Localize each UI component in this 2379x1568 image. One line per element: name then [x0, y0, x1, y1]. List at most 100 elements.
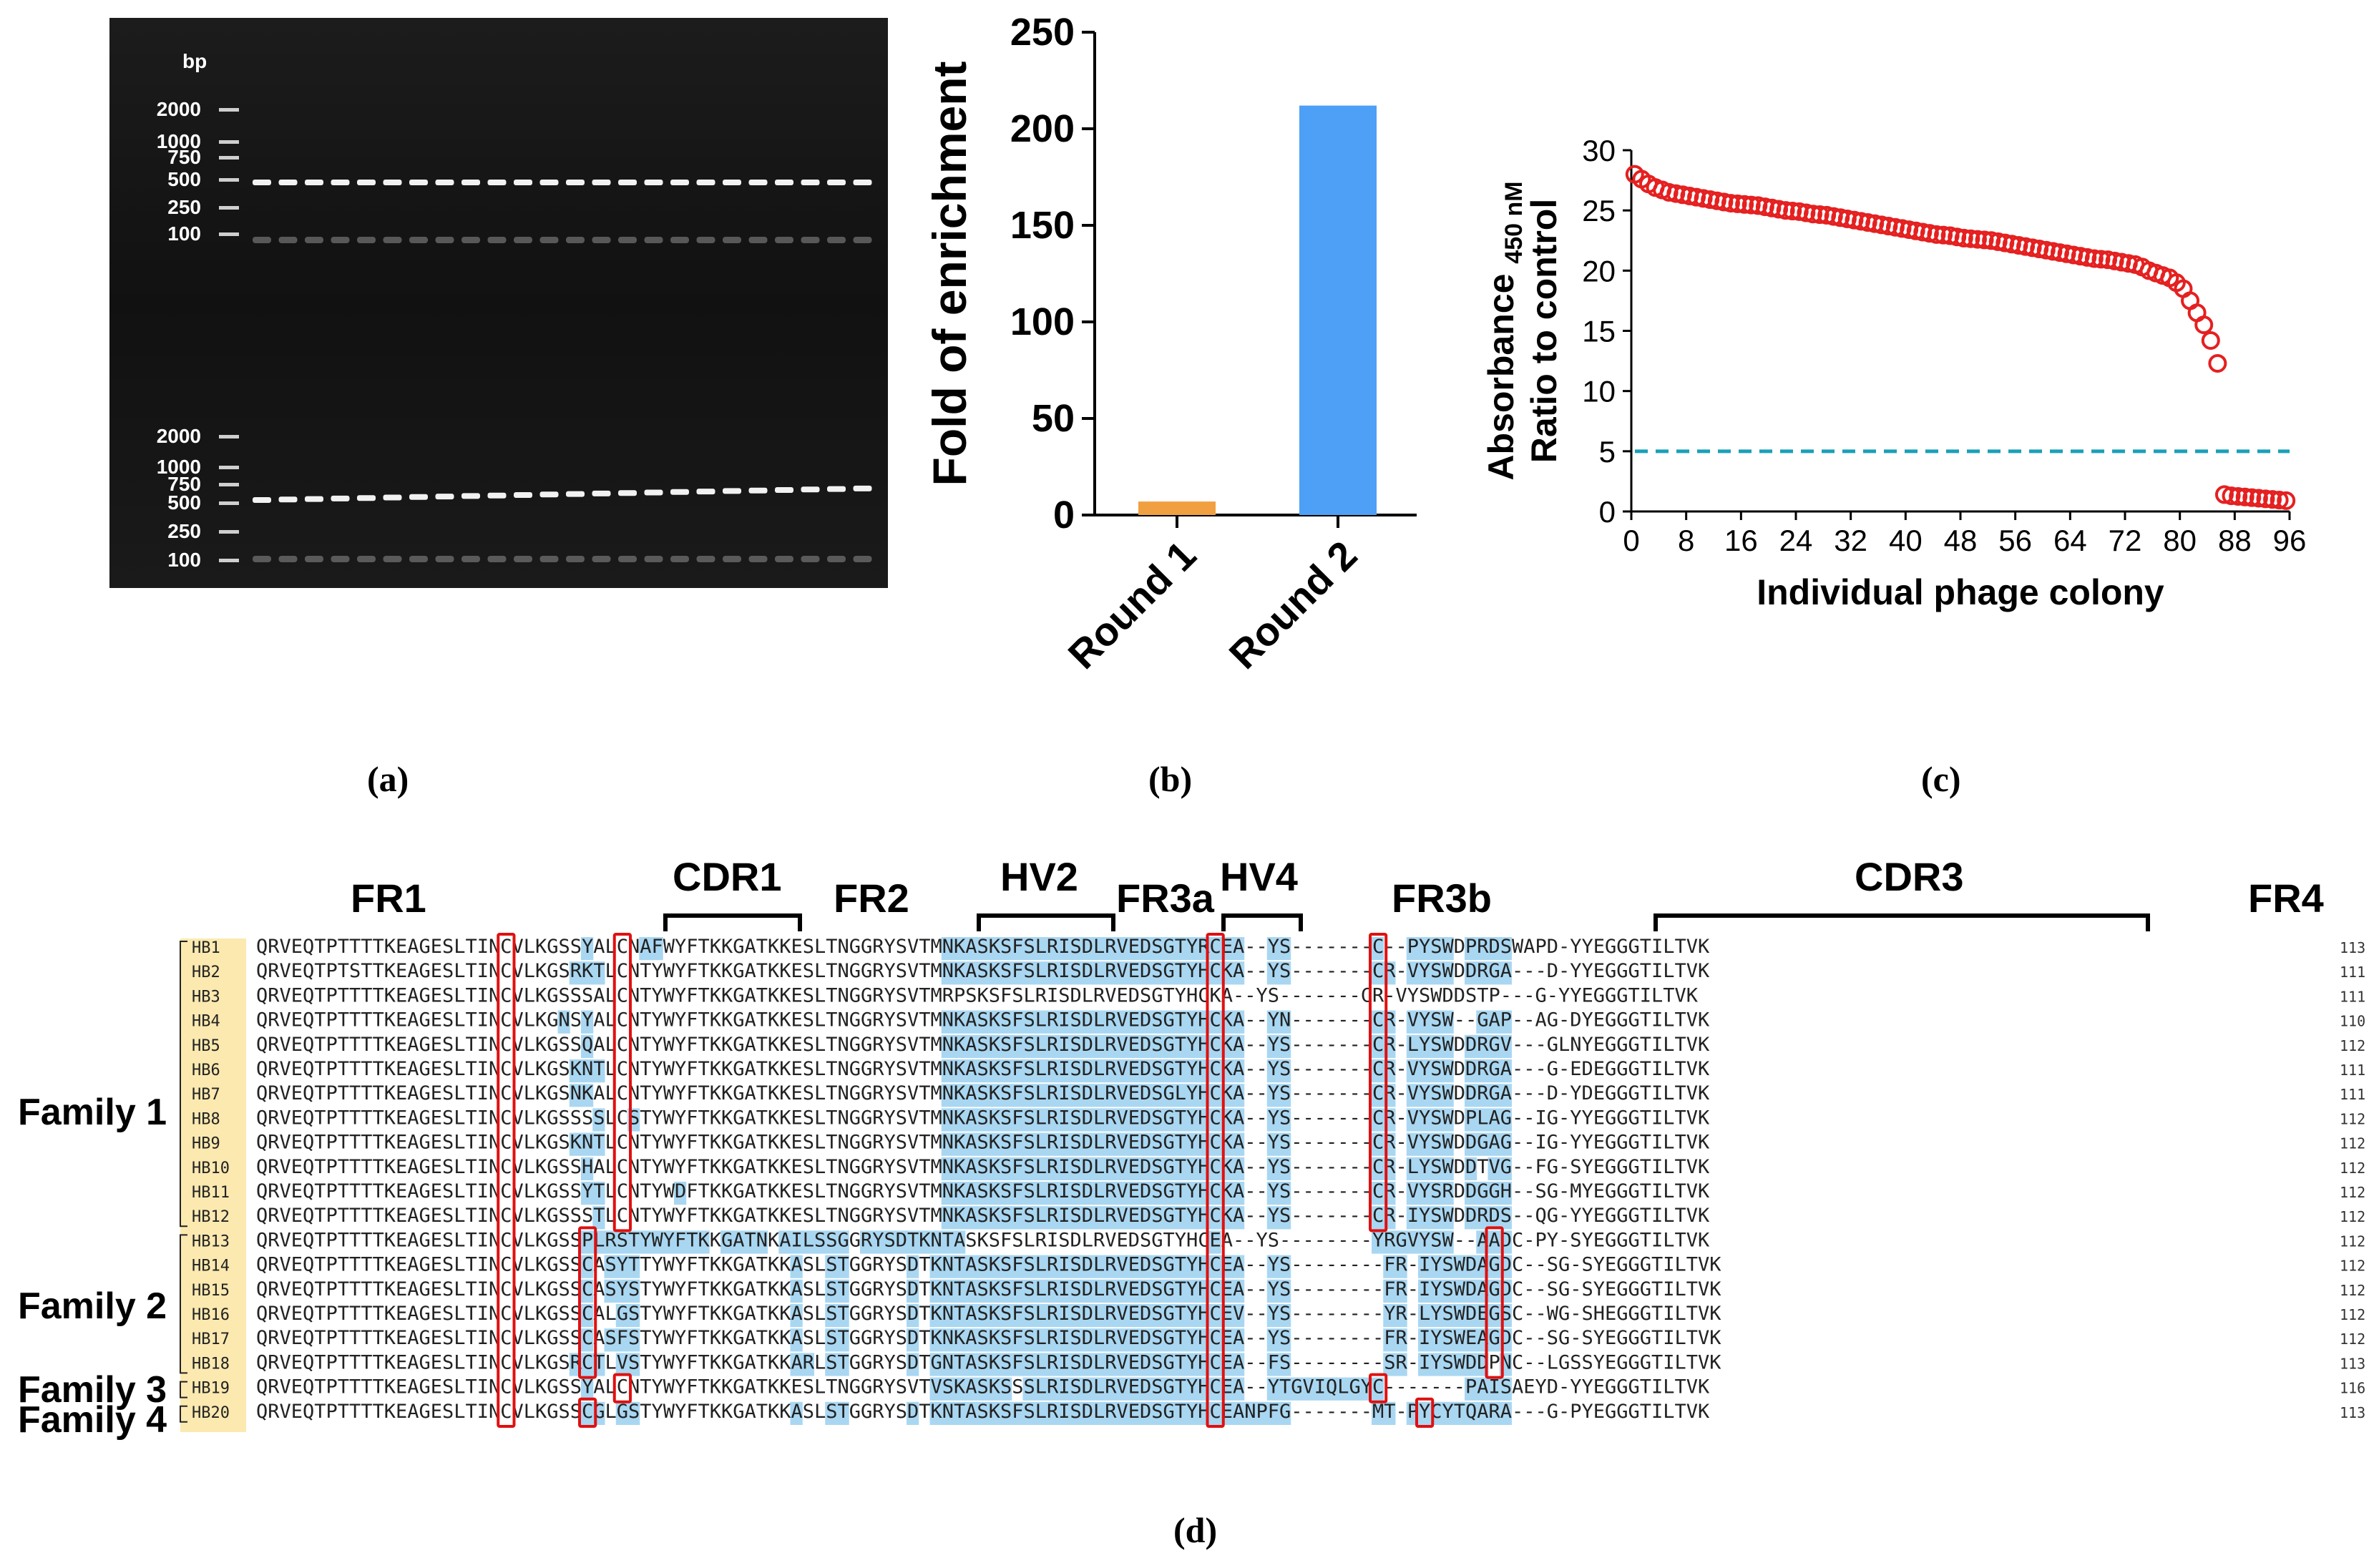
colony-point	[1680, 186, 1699, 205]
variable-residue-highlight	[1232, 1084, 1245, 1107]
variable-residue-highlight	[1186, 1304, 1198, 1328]
variable-residue-highlight	[1279, 1157, 1291, 1180]
sequence-name: HB2	[192, 964, 220, 981]
ladder-band	[219, 232, 239, 236]
variable-residue-highlight	[615, 1279, 628, 1303]
sample-band	[696, 180, 715, 185]
variable-residue-highlight	[1080, 1084, 1093, 1107]
variable-residue-highlight	[1034, 1401, 1047, 1425]
variable-residue-highlight	[1418, 1230, 1431, 1254]
variable-residue-highlight	[1127, 961, 1140, 985]
variable-residue-highlight	[987, 1108, 1000, 1132]
variable-residue-highlight	[1151, 1108, 1163, 1132]
variable-residue-highlight	[1383, 1353, 1396, 1376]
variable-residue-highlight	[1034, 1010, 1047, 1034]
sample-band	[487, 180, 507, 185]
sample-band	[670, 489, 689, 495]
colony-point	[2229, 486, 2248, 506]
variable-residue-highlight	[1488, 961, 1500, 985]
variable-residue-highlight	[1127, 1010, 1140, 1034]
variable-residue-highlight	[732, 1230, 745, 1254]
variable-residue-highlight	[1232, 1279, 1245, 1303]
primer-dimer-band	[644, 237, 663, 243]
variable-residue-highlight	[1022, 1206, 1035, 1230]
variable-residue-highlight	[964, 1132, 977, 1156]
variable-residue-highlight	[1162, 961, 1175, 985]
variable-residue-highlight	[1022, 1182, 1035, 1205]
sample-band	[853, 180, 872, 185]
sequence-name: HB17	[192, 1331, 230, 1348]
sample-band	[696, 489, 715, 495]
variable-residue-highlight	[1057, 1401, 1070, 1425]
variable-residue-highlight	[1034, 1304, 1047, 1328]
y-tick-label: 100	[1010, 300, 1075, 343]
primer-dimer-band	[853, 556, 872, 562]
sequence-length: 112	[2340, 1208, 2365, 1225]
variable-residue-highlight	[1127, 1279, 1140, 1303]
variable-residue-highlight	[1173, 1353, 1186, 1376]
variable-residue-highlight	[1266, 1377, 1279, 1401]
x-tick-label: 16	[1724, 524, 1758, 557]
sample-band	[461, 493, 480, 499]
sequence-row: QRVEQTPTTTTKEAGESLTINCVLKGSSCASYTTYWYFTK…	[256, 1254, 1721, 1276]
primer-dimer-band	[253, 556, 271, 562]
colony-point	[2099, 250, 2118, 270]
variable-residue-highlight	[987, 1084, 1000, 1107]
variable-residue-highlight	[941, 1084, 954, 1107]
colony-point	[2194, 315, 2214, 335]
variable-residue-highlight	[627, 1279, 640, 1303]
variable-residue-highlight	[1173, 1255, 1186, 1278]
sequence-length: 112	[2340, 1258, 2365, 1275]
variable-residue-highlight	[953, 1084, 966, 1107]
variable-residue-highlight	[581, 1279, 594, 1303]
variable-residue-highlight	[1080, 1401, 1093, 1425]
sequence-row: QRVEQTPTTTTKEAGESLTINCVLKGSKNTLCNTYWYFTK…	[256, 1132, 1710, 1154]
variable-residue-highlight	[1034, 1034, 1047, 1058]
variable-residue-highlight	[1173, 1279, 1186, 1303]
colony-point	[1988, 232, 2008, 251]
variable-residue-highlight	[1499, 1401, 1512, 1425]
variable-residue-highlight	[1279, 1010, 1291, 1034]
sample-band	[435, 180, 454, 185]
variable-residue-highlight	[1057, 1157, 1070, 1180]
variable-residue-highlight	[1441, 1157, 1454, 1180]
colony-point	[1892, 219, 1912, 238]
primer-dimer-band	[775, 237, 793, 243]
colony-point	[2208, 353, 2227, 373]
primer-dimer-band	[748, 237, 768, 243]
variable-residue-highlight	[1186, 1010, 1198, 1034]
family-bracket	[180, 941, 187, 1228]
variable-residue-highlight	[1406, 1157, 1419, 1180]
sequence-length: 110	[2340, 1013, 2365, 1030]
variable-residue-highlight	[1080, 937, 1093, 961]
variable-residue-highlight	[1093, 1304, 1105, 1328]
y-tick-label: 5	[1599, 435, 1616, 469]
variable-residue-highlight	[1186, 961, 1198, 985]
colony-point	[1837, 209, 1857, 228]
variable-residue-highlight	[1000, 1255, 1012, 1278]
variable-residue-highlight	[964, 1108, 977, 1132]
variable-residue-highlight	[1418, 1328, 1431, 1352]
sample-band	[514, 180, 532, 185]
variable-residue-highlight	[1476, 1401, 1489, 1425]
variable-residue-highlight	[918, 1230, 931, 1254]
variable-residue-highlight	[1093, 1279, 1105, 1303]
variable-residue-highlight	[1279, 1182, 1291, 1205]
sample-band	[618, 490, 637, 496]
variable-residue-highlight	[929, 1304, 942, 1328]
variable-residue-highlight	[1499, 1377, 1512, 1401]
variable-residue-highlight	[1465, 1304, 1477, 1328]
primer-dimer-band	[566, 556, 585, 562]
variable-residue-highlight	[1488, 1132, 1500, 1156]
colony-point	[1659, 182, 1679, 202]
variable-residue-highlight	[1208, 1230, 1221, 1254]
variable-residue-highlight	[790, 1328, 803, 1352]
variable-residue-highlight	[1173, 961, 1186, 985]
variable-residue-highlight	[953, 1304, 966, 1328]
variable-residue-highlight	[964, 1279, 977, 1303]
sequence-alignment: FR1 CDR1 FR2 HV2 FR3a HV4 FR3b CDR3 FR4 …	[18, 854, 2365, 1441]
sequence-length: 112	[2340, 1110, 2365, 1127]
variable-residue-highlight	[941, 1059, 954, 1083]
variable-residue-highlight	[1488, 1304, 1500, 1328]
variable-residue-highlight	[976, 1059, 989, 1083]
